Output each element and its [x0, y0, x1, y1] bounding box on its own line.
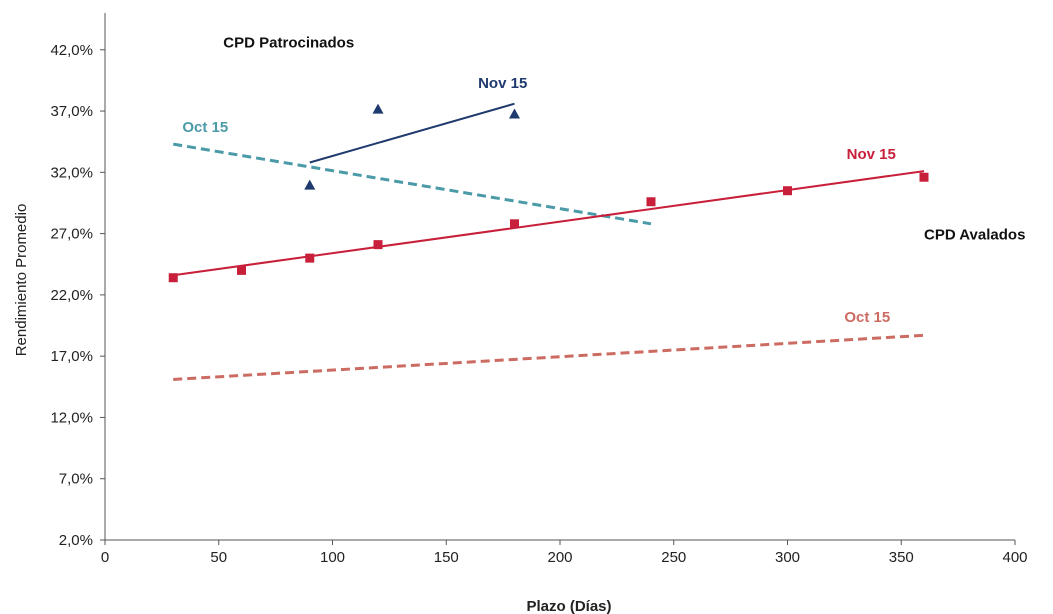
annotation-label: Oct 15	[844, 309, 890, 326]
trendline	[173, 333, 925, 381]
x-axis-title: Plazo (Días)	[526, 598, 611, 614]
annotations: CPD Patrocinados CPD Avalados Nov 15 Oct 15…	[182, 34, 1025, 326]
square-marker	[305, 253, 315, 263]
annotation-label: Oct 15	[182, 119, 228, 136]
x-tick-label: 350	[889, 549, 914, 566]
annotation-label: CPD Patrocinados	[223, 34, 354, 51]
square-marker	[237, 265, 246, 275]
trendline	[173, 142, 652, 226]
axes	[104, 13, 1015, 541]
trendline	[309, 102, 515, 164]
x-tick-label: 300	[775, 549, 800, 566]
x-tick-label: 200	[547, 549, 572, 566]
annotation-label: Nov 15	[847, 146, 896, 163]
square-marker	[168, 273, 178, 283]
y-tick-label: 12,0%	[50, 409, 93, 426]
trendlines	[173, 102, 925, 381]
x-tick-label: 400	[1002, 549, 1027, 566]
x-tick-label: 250	[661, 549, 686, 566]
y-axis-title: Rendimiento Promedio	[13, 204, 30, 357]
y-tick-label: 22,0%	[50, 287, 93, 304]
annotation-label: CPD Avalados	[924, 227, 1025, 244]
x-tick-label: 100	[320, 549, 345, 566]
y-tick-label: 2,0%	[59, 532, 93, 549]
y-tick-label: 42,0%	[50, 42, 93, 59]
x-tick-label: 150	[434, 549, 459, 566]
y-tick-label: 32,0%	[50, 164, 93, 181]
square-marker	[783, 186, 792, 196]
y-tick-label: 27,0%	[50, 226, 93, 243]
trendline	[173, 170, 925, 277]
x-ticks: 0 50 100 150 200 250 300 350 400	[101, 540, 1028, 566]
triangle-marker	[304, 179, 316, 190]
square-marker	[510, 219, 519, 229]
square-marker	[373, 240, 383, 250]
square-marker	[919, 172, 929, 182]
square-marker	[646, 197, 656, 207]
x-tick-label: 50	[210, 549, 227, 566]
y-ticks: 2,0% 7,0% 12,0% 17,0% 22,0% 27,0% 32,0% 37,0% 42…	[50, 42, 105, 549]
y-tick-label: 17,0%	[50, 348, 93, 365]
y-tick-label: 37,0%	[50, 103, 93, 120]
y-tick-label: 7,0%	[59, 471, 93, 488]
annotation-label: Nov 15	[478, 75, 527, 92]
triangle-marker	[372, 103, 384, 114]
x-tick-label: 0	[101, 549, 109, 566]
triangle-marker	[509, 108, 520, 119]
markers	[168, 103, 929, 283]
